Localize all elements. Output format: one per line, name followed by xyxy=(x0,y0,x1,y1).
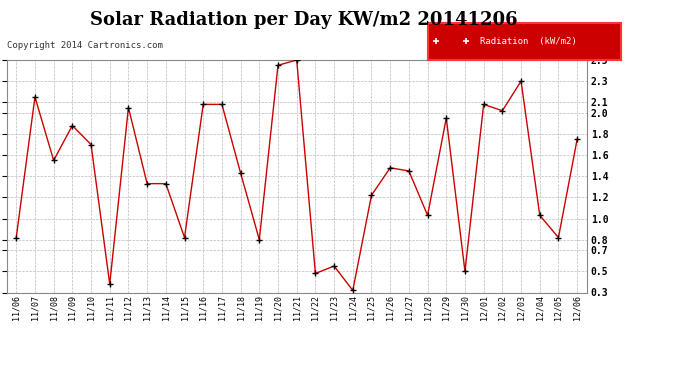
Text: Radiation  (kW/m2): Radiation (kW/m2) xyxy=(480,37,577,46)
Text: Solar Radiation per Day KW/m2 20141206: Solar Radiation per Day KW/m2 20141206 xyxy=(90,11,518,29)
Text: Copyright 2014 Cartronics.com: Copyright 2014 Cartronics.com xyxy=(7,41,163,50)
